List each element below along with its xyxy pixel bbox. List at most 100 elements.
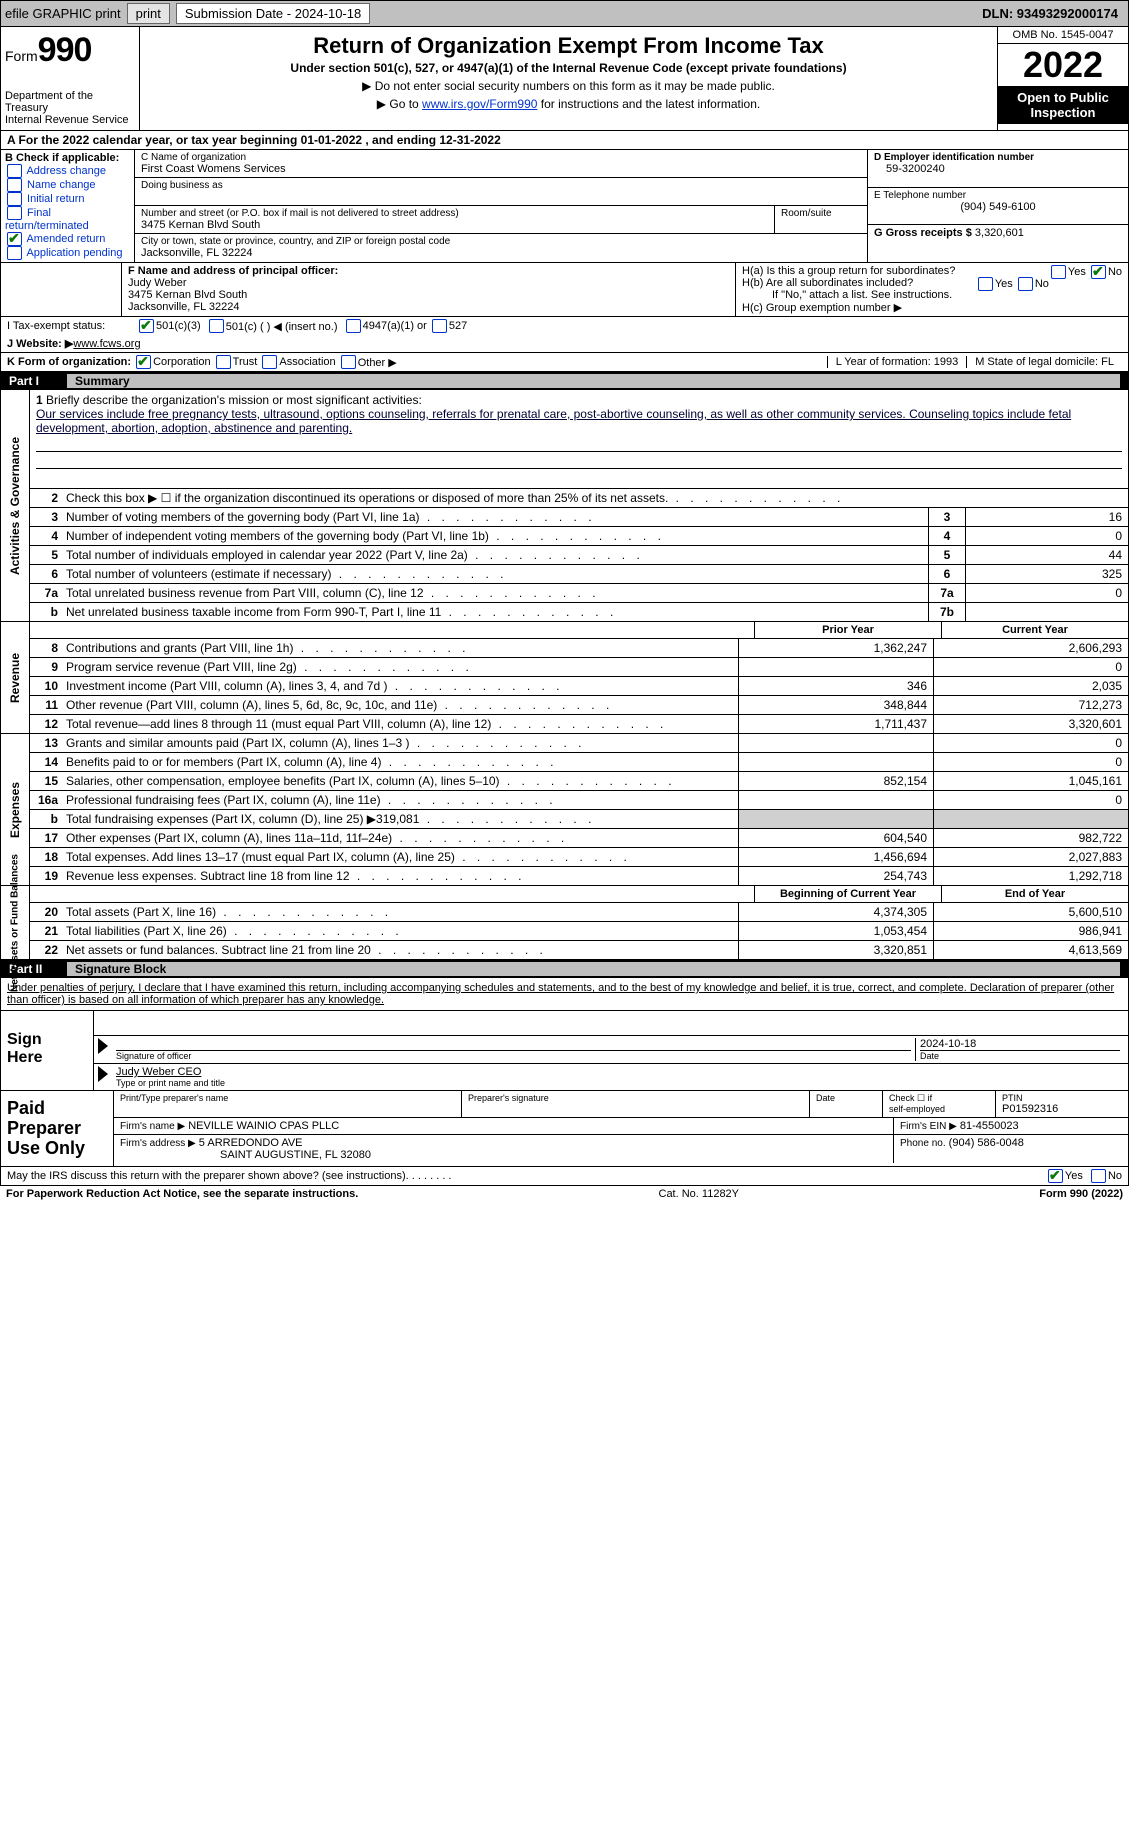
i-501c[interactable] [209,319,224,333]
colb-opt[interactable]: Name change [5,178,130,192]
discuss-row: May the IRS discuss this return with the… [0,1167,1129,1186]
form-ref: Form 990 (2022) [1039,1188,1123,1200]
summary-row: 17Other expenses (Part IX, column (A), l… [30,829,1128,848]
sig-officer: Signature of officer [112,1038,916,1061]
summary-row: 13Grants and similar amounts paid (Part … [30,734,1128,753]
summary-revenue: Revenue Prior Year Current Year 8Contrib… [0,622,1129,734]
form-title: Return of Organization Exempt From Incom… [144,33,993,59]
city-lbl: City or town, state or province, country… [141,236,861,247]
bottom-row: For Paperwork Reduction Act Notice, see … [0,1186,1129,1202]
k-trust[interactable] [216,355,231,369]
website: www.fcws.org [73,338,140,350]
vlabel-gov: Activities & Governance [1,390,30,621]
prep-row-3: Firm's address ▶ 5 ARREDONDO AVESAINT AU… [114,1135,1128,1163]
discuss-text: May the IRS discuss this return with the… [7,1170,406,1182]
k-other[interactable] [341,355,356,369]
summary-expenses: Expenses 13Grants and similar amounts pa… [0,734,1129,886]
hb-no[interactable] [1018,277,1033,291]
colb-opt[interactable]: Application pending [5,246,130,260]
form-number: Form990 [5,31,135,70]
sig-line-3: Judy Weber CEO Type or print name and ti… [94,1064,1128,1090]
hb-yes[interactable] [978,277,993,291]
cat-no: Cat. No. 11282Y [358,1188,1039,1200]
summary-row: 16aProfessional fundraising fees (Part I… [30,791,1128,810]
i-501c3[interactable] [139,319,154,333]
header-right: OMB No. 1545-0047 2022 Open to Public In… [998,27,1128,130]
note-2: ▶ Go to www.irs.gov/Form990 for instruct… [144,97,993,111]
dba-lbl: Doing business as [141,180,861,191]
hb-text: H(b) Are all subordinates included? [742,277,913,289]
colb-opt[interactable]: Final return/terminated [5,206,130,232]
irs-link[interactable]: www.irs.gov/Form990 [422,97,537,111]
pra: For Paperwork Reduction Act Notice, see … [6,1188,358,1200]
ha-text: H(a) Is this a group return for subordin… [742,265,955,277]
summary-row: 15Salaries, other compensation, employee… [30,772,1128,791]
k-o2: Trust [233,356,258,368]
net-col-header: Beginning of Current Year End of Year [30,886,1128,903]
col-d: D Employer identification number 59-3200… [868,150,1128,262]
org-name: First Coast Womens Services [141,163,861,175]
omb: OMB No. 1545-0047 [998,27,1128,44]
col-f [1,263,122,316]
gross-cell: G Gross receipts $ 3,320,601 [868,225,1128,262]
colb-opt[interactable]: Initial return [5,192,130,206]
ein-lbl: D Employer identification number [874,152,1122,163]
summary-net: Net Assets or Fund Balances Beginning of… [0,886,1129,960]
k-lbl: K Form of organization: [7,356,131,368]
phone: (904) 549-6100 [874,201,1122,213]
summary-row: 8Contributions and grants (Part VIII, li… [30,639,1128,658]
colb-opt[interactable]: Address change [5,164,130,178]
ein: 59-3200240 [874,163,1122,175]
officer-street: 3475 Kernan Blvd South [128,289,247,301]
i-4947[interactable] [346,319,361,333]
sig-intro: Under penalties of perjury, I declare th… [0,978,1129,1010]
arrow-icon [98,1038,108,1054]
ha-yes[interactable] [1051,265,1066,279]
print-button[interactable]: print [127,3,170,24]
col-end: End of Year [941,886,1128,902]
i-527[interactable] [432,319,447,333]
officer-city: Jacksonville, FL 32224 [128,301,240,313]
i-o2: 501(c) ( ) ◀ (insert no.) [226,320,338,333]
city: Jacksonville, FL 32224 [141,247,861,259]
discuss-no[interactable] [1091,1169,1106,1183]
form-990-big: 990 [38,31,92,69]
row-j: J Website: ▶ www.fcws.org [0,335,1129,353]
prep-row-2: Firm's name ▶ NEVILLE WAINIO CPAS PLLC F… [114,1118,1128,1135]
col-b-title: B Check if applicable: [5,152,130,164]
summary-row: 19Revenue less expenses. Subtract line 1… [30,867,1128,885]
row-a: A For the 2022 calendar year, or tax yea… [0,131,1129,150]
colb-opt[interactable]: Amended return [5,232,130,246]
summary-row: 3Number of voting members of the governi… [30,508,1128,527]
sign-here: Sign Here [1,1011,94,1090]
summary-row: bNet unrelated business taxable income f… [30,603,1128,621]
state-domicile: M State of legal domicile: FL [966,356,1122,368]
k-o4: Other ▶ [358,356,397,369]
section-bc: B Check if applicable: Address change Na… [0,150,1129,263]
k-o1: Corporation [153,356,210,368]
summary-row: 10Investment income (Part VIII, column (… [30,677,1128,696]
summary-row: 14Benefits paid to or for members (Part … [30,753,1128,772]
sig-line-1 [94,1011,1128,1036]
k-corp[interactable] [136,355,151,369]
i-o3: 4947(a)(1) or [363,320,427,332]
summary-row: 18Total expenses. Add lines 13–17 (must … [30,848,1128,867]
vlabel-net: Net Assets or Fund Balances [1,886,30,959]
discuss-yes[interactable] [1048,1169,1063,1183]
ha-no[interactable] [1091,265,1106,279]
header-left: Form990 Department of the Treasury Inter… [1,27,140,130]
preparer-title: Paid Preparer Use Only [1,1091,114,1166]
k-assoc[interactable] [262,355,277,369]
col-c: C Name of organization First Coast Women… [135,150,868,262]
summary-row: 4Number of independent voting members of… [30,527,1128,546]
hb-note: If "No," attach a list. See instructions… [742,289,1122,301]
h-c: H(c) Group exemption number ▶ [742,301,1122,314]
part1-header: Part I Summary [0,372,1129,390]
row-i: I Tax-exempt status: 501(c)(3) 501(c) ( … [0,317,1129,335]
header-mid: Return of Organization Exempt From Incom… [140,27,998,130]
col-b: B Check if applicable: Address change Na… [1,150,135,262]
preparer-block: Paid Preparer Use Only Print/Type prepar… [0,1091,1129,1167]
row-k: K Form of organization: Corporation Trus… [0,353,1129,372]
summary-row: 5Total number of individuals employed in… [30,546,1128,565]
i-o1: 501(c)(3) [156,320,201,332]
